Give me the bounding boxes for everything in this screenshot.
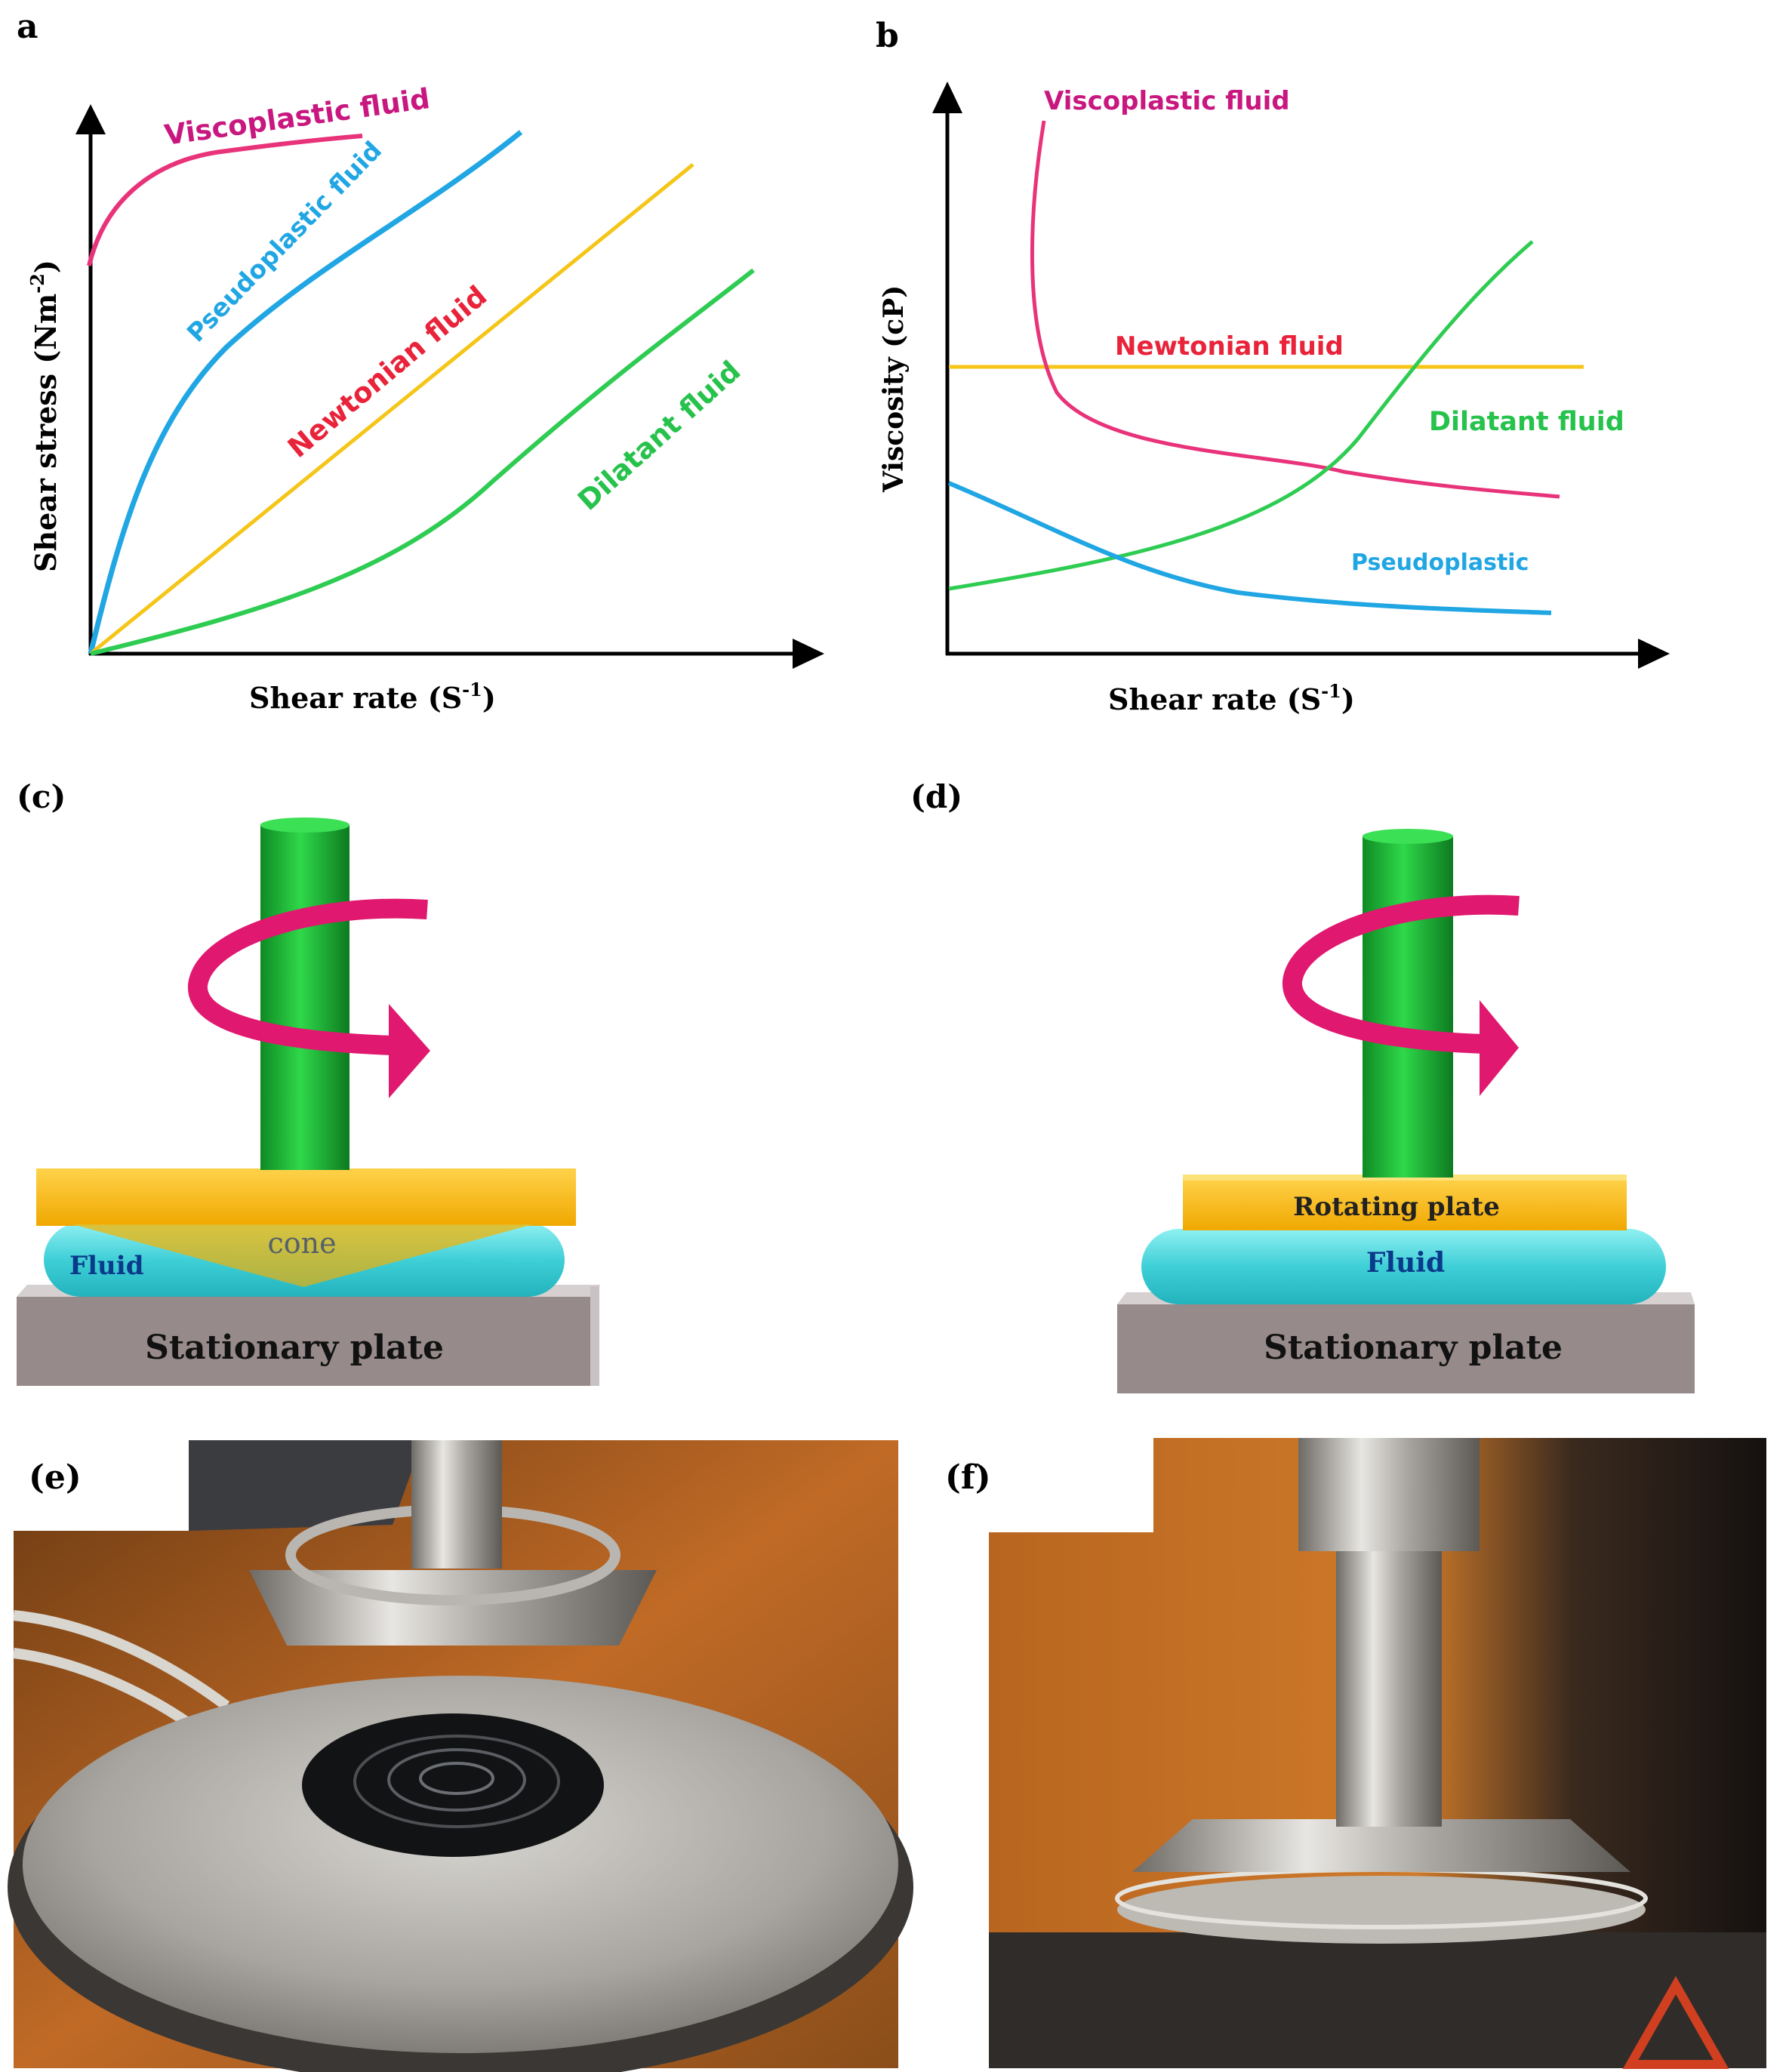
panel-a-x-axis-label-sup: -1 — [462, 679, 482, 700]
panel-b-letter: b — [876, 17, 899, 55]
panel-b-x-axis-label-end: ) — [1341, 682, 1355, 716]
panel-c-shaft — [260, 825, 350, 1170]
panel-d-letter: (d) — [910, 778, 962, 815]
panel-c-cone — [72, 1224, 533, 1287]
panel-d-fluid-label: Fluid — [1366, 1247, 1445, 1279]
panel-e-sample-ring-2 — [387, 1748, 526, 1812]
panel-c-shaft-top — [260, 817, 350, 833]
panel-a-x-arrowhead — [793, 639, 824, 669]
panel-d-base-label: Stationary plate — [1264, 1328, 1563, 1367]
panel-e-sample-ring-3 — [419, 1762, 494, 1795]
panel-a-y-axis-label-sup: -2 — [26, 273, 48, 294]
panel-b-x-arrowhead — [1638, 639, 1670, 669]
panel-f: (f) — [945, 1438, 1766, 2069]
panel-a-y-arrowhead — [75, 104, 106, 134]
panel-f-spindle — [1336, 1547, 1442, 1827]
panel-a-x-axis-label-main: Shear rate (S — [249, 681, 462, 715]
panel-e: (e) — [8, 1440, 913, 2072]
panel-d-fluid — [1141, 1229, 1666, 1304]
panel-d-plate-label: Rotating plate — [1293, 1192, 1500, 1222]
panel-d-rotation-arrow — [1283, 894, 1520, 1054]
panel-a-x-axis-label-end: ) — [482, 681, 496, 715]
panel-a-label-newtonian: Newtonian fluid — [282, 279, 493, 464]
panel-c-stationary-plate — [17, 1297, 598, 1386]
panel-d-stationary-plate — [1117, 1304, 1695, 1393]
panel-a-y-axis-label-main: Shear stress (Nm — [29, 294, 63, 572]
panel-a-curve-pseudoplastic — [88, 130, 523, 654]
panel-b: b Viscoplastic fluid Newtonian fluid Dil… — [876, 17, 1670, 716]
panel-d-rotation-arrowhead — [1480, 1000, 1519, 1096]
panel-f-collar — [1298, 1438, 1480, 1551]
panel-d-shaft-top — [1363, 829, 1453, 844]
panel-c-base-label: Stationary plate — [145, 1328, 444, 1367]
panel-b-x-axis-label-sup: -1 — [1321, 680, 1341, 702]
panel-a-label-pseudoplastic: Pseudoplastic fluid — [181, 135, 387, 347]
panel-c: (c) Stationary plate Fluid cone — [17, 778, 600, 1386]
panel-a-y-axis-label: Shear stress (Nm-2) — [26, 260, 63, 572]
panel-a-curve-dilatant — [90, 268, 755, 656]
panel-c-fluid-label: Fluid — [69, 1251, 143, 1281]
panel-b-label-pseudoplastic: Pseudoplastic — [1351, 550, 1529, 576]
panel-c-cone-label: cone — [267, 1227, 336, 1260]
panel-a: a Viscoplastic fluid Pseudoplastic fluid… — [17, 8, 824, 715]
panel-b-label-newtonian: Newtonian fluid — [1115, 331, 1344, 362]
panel-b-curve-dilatant — [948, 240, 1534, 591]
panel-b-x-axis-label-main: Shear rate (S — [1108, 682, 1321, 716]
panel-a-y-axis-label-end: ) — [29, 260, 63, 273]
panel-f-warning-sign — [1622, 1975, 1729, 2069]
panel-d-rotating-plate — [1183, 1178, 1627, 1230]
panel-e-spindle — [411, 1440, 502, 1569]
panel-a-curve-viscoplastic — [87, 134, 363, 266]
panel-b-y-axis-label: Viscosity (cP) — [878, 285, 910, 493]
panel-a-curve-newtonian — [89, 163, 694, 655]
panel-c-rotation-arrow — [188, 898, 428, 1055]
panel-b-x-axis-label: Shear rate (S-1) — [1108, 680, 1355, 716]
panel-f-letter: (f) — [945, 1458, 991, 1497]
panel-a-letter: a — [17, 8, 38, 46]
panel-c-rotation-arrowhead — [389, 1004, 430, 1098]
panel-b-curve-viscoplastic — [1030, 120, 1560, 499]
panel-d: (d) Stationary plate Fluid Rotating plat… — [910, 778, 1695, 1393]
panel-e-tubing — [13, 1610, 230, 1733]
panel-b-y-arrowhead — [932, 82, 962, 113]
panel-f-plate — [1117, 1876, 1646, 1944]
panel-a-x-axis-label: Shear rate (S-1) — [249, 679, 496, 715]
panel-b-label-dilatant: Dilatant fluid — [1429, 407, 1624, 437]
panel-c-upper-plate — [36, 1168, 576, 1226]
panel-e-disc — [23, 1676, 898, 2053]
panel-e-sample-ring-1 — [353, 1735, 560, 1828]
panel-d-shaft — [1363, 836, 1453, 1178]
panel-b-curve-pseudoplastic — [947, 481, 1552, 615]
panel-b-label-viscoplastic: Viscoplastic fluid — [1044, 86, 1290, 116]
panel-e-letter: (e) — [29, 1458, 82, 1497]
panel-f-lower-base — [989, 1932, 1766, 2068]
panel-f-geometry-body — [1132, 1819, 1630, 1872]
panel-e-dark-corner — [189, 1440, 423, 1531]
panel-c-base-side — [590, 1286, 599, 1386]
panel-c-letter: (c) — [17, 778, 66, 815]
panel-a-label-dilatant: Dilatant fluid — [571, 355, 747, 517]
